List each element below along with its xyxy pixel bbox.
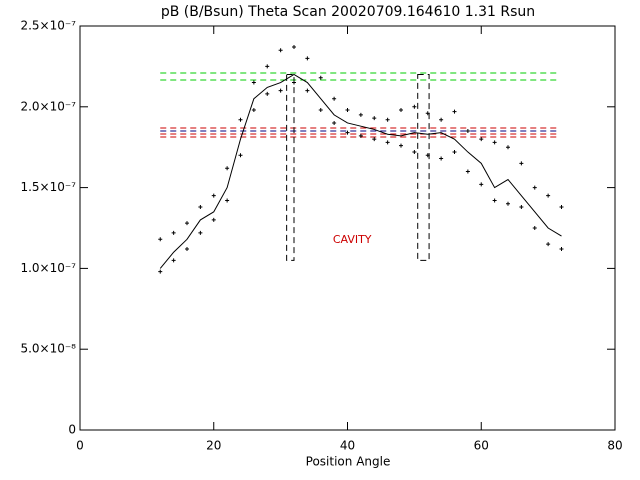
data-point [546,242,551,247]
data-point [559,204,564,209]
data-point [238,117,243,122]
data-point [171,258,176,263]
y-tick-label: 2.0×10⁻⁷ [20,99,76,113]
data-point [332,96,337,101]
data-point [158,269,163,274]
x-tick-label: 0 [76,439,84,453]
data-point [318,75,323,80]
data-point [425,153,430,158]
data-point [385,117,390,122]
data-point [278,88,283,93]
data-point [439,117,444,122]
data-point [345,108,350,113]
y-tick-label: 2.5×10⁻⁷ [20,19,76,33]
data-point [171,230,176,235]
data-point [465,169,470,174]
data-point [225,166,230,171]
data-point [265,64,270,69]
data-point [345,130,350,135]
data-point [506,145,510,150]
data-point [479,137,484,142]
data-point [425,111,430,116]
data-point [465,129,470,134]
data-point [532,226,537,230]
data-point [399,108,403,113]
y-tick-label: 0 [68,423,76,437]
data-point [452,109,457,114]
data-point [506,201,510,206]
data-point [251,80,256,85]
data-point [412,150,417,155]
x-axis-label: Position Angle [306,455,391,469]
data-point [198,230,203,235]
data-point [332,120,337,125]
data-point [292,80,296,85]
data-point [532,185,537,190]
data-point [251,108,256,113]
x-tick-label: 40 [340,439,355,453]
cavity-region [286,73,295,261]
data-point [292,45,296,50]
data-point [519,161,524,166]
annotation: CAVITY [333,233,372,246]
x-tick-label: 80 [607,439,622,453]
data-point [185,221,189,226]
data-point [452,150,457,155]
data-point [238,153,243,158]
data-point [492,140,497,145]
x-tick-label: 60 [474,439,489,453]
data-point [211,193,216,198]
x-tick-label: 20 [206,439,221,453]
y-tick-label: 1.0×10⁻⁷ [20,261,76,275]
smoothed-line [159,73,562,269]
data-point [492,198,497,203]
data-point [265,91,270,96]
cavity-region [417,73,430,261]
data-point [412,104,417,109]
data-point [158,237,163,242]
data-point [439,156,444,161]
data-point [225,198,230,203]
data-point [185,247,189,252]
data-point [211,217,216,222]
data-point [198,204,203,209]
chart-title: pB (B/Bsun) Theta Scan 20020709.164610 1… [161,4,535,20]
data-point [479,182,484,187]
data-point [305,88,310,93]
y-tick-label: 1.5×10⁻⁷ [20,180,76,194]
data-point [358,112,363,117]
y-tick-label: 5.0×10⁻⁸ [20,342,76,356]
data-point [546,193,551,198]
data-point [358,133,363,138]
data-point [519,204,524,209]
data-point [399,143,403,148]
data-point [372,137,377,142]
data-point [559,247,564,252]
data-point [278,48,283,53]
data-point [385,140,390,145]
data-point [372,116,377,121]
data-point [318,108,323,113]
data-point [305,56,310,61]
